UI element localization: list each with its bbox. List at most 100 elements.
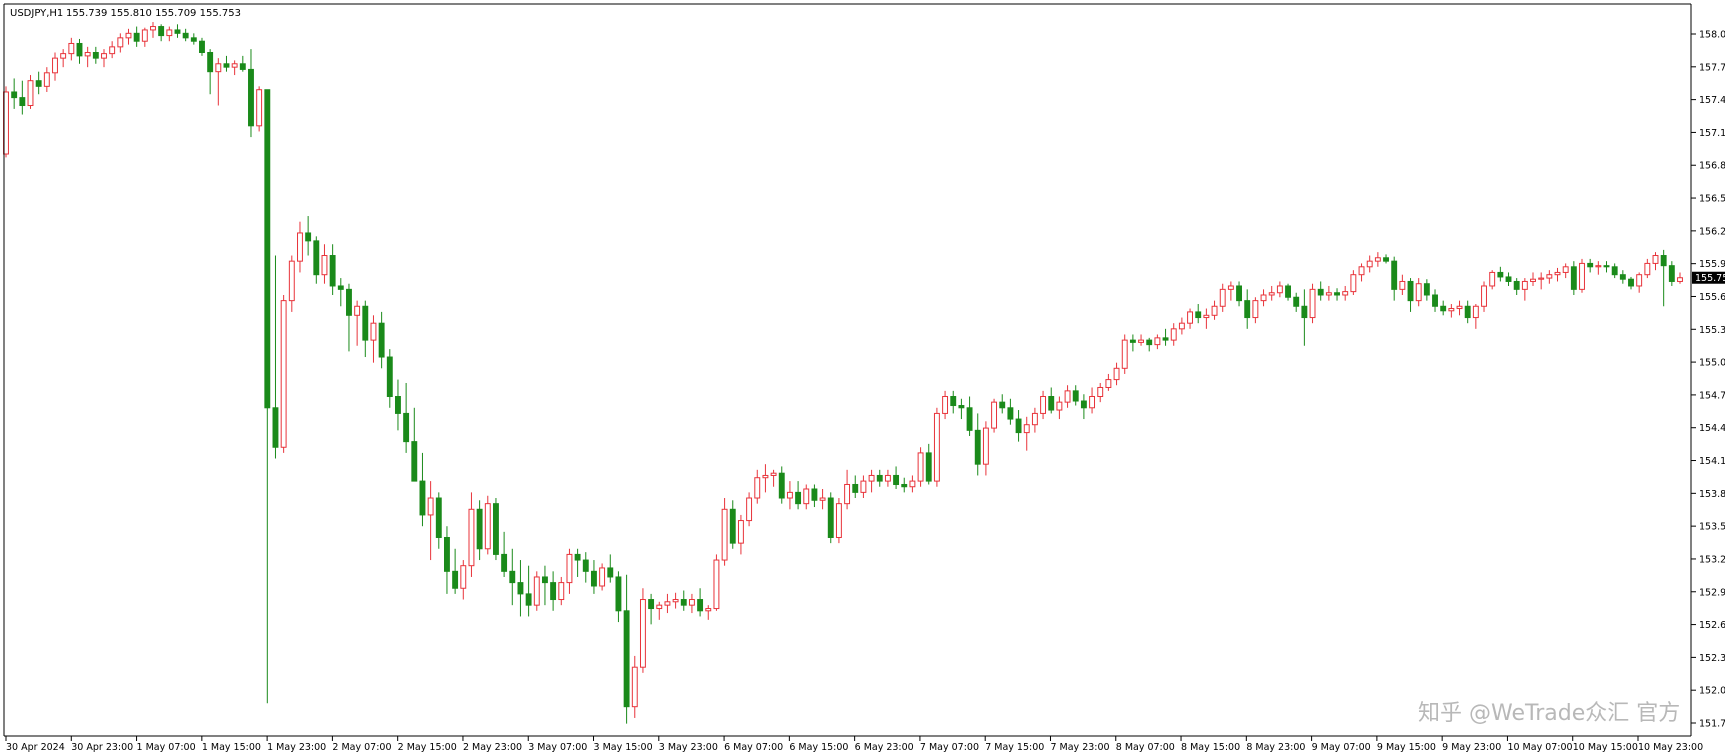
bear-candle[interactable]: [1660, 255, 1667, 267]
bear-candle[interactable]: [378, 322, 385, 358]
bear-candle[interactable]: [958, 405, 965, 409]
bear-candle[interactable]: [541, 576, 548, 584]
bear-candle[interactable]: [190, 37, 197, 42]
bull-candle[interactable]: [1105, 379, 1112, 388]
bull-candle[interactable]: [942, 396, 949, 414]
bull-candle[interactable]: [835, 503, 842, 538]
bear-candle[interactable]: [1146, 339, 1153, 346]
bull-candle[interactable]: [1203, 314, 1210, 319]
bull-candle[interactable]: [770, 472, 777, 476]
bear-candle[interactable]: [174, 29, 181, 34]
bear-candle[interactable]: [901, 483, 908, 488]
bull-candle[interactable]: [1089, 396, 1096, 409]
bull-candle[interactable]: [991, 401, 998, 429]
bull-candle[interactable]: [1325, 292, 1332, 296]
bull-candle[interactable]: [868, 474, 875, 482]
bull-candle[interactable]: [860, 480, 867, 493]
bull-candle[interactable]: [1644, 262, 1651, 276]
bull-candle[interactable]: [1481, 285, 1487, 307]
bull-candle[interactable]: [215, 63, 222, 73]
bull-candle[interactable]: [819, 497, 826, 501]
bear-candle[interactable]: [1668, 265, 1675, 282]
bear-candle[interactable]: [1407, 280, 1414, 302]
bear-candle[interactable]: [1570, 266, 1577, 290]
bear-candle[interactable]: [811, 488, 818, 501]
bear-candle[interactable]: [1432, 294, 1438, 307]
bull-candle[interactable]: [803, 488, 810, 505]
bull-candle[interactable]: [599, 567, 606, 587]
bear-candle[interactable]: [264, 89, 271, 409]
bull-candle[interactable]: [1530, 278, 1536, 282]
bull-candle[interactable]: [1472, 305, 1479, 319]
bull-candle[interactable]: [639, 599, 646, 668]
bear-candle[interactable]: [582, 559, 589, 572]
bull-candle[interactable]: [460, 565, 467, 589]
bear-candle[interactable]: [1603, 265, 1610, 268]
bear-candle[interactable]: [248, 68, 254, 127]
bear-candle[interactable]: [92, 51, 99, 59]
bear-candle[interactable]: [525, 593, 532, 606]
bull-candle[interactable]: [705, 608, 712, 612]
bull-candle[interactable]: [631, 666, 638, 708]
bull-candle[interactable]: [1521, 280, 1528, 290]
bull-candle[interactable]: [1268, 292, 1275, 296]
bull-candle[interactable]: [1031, 412, 1038, 426]
bear-candle[interactable]: [1317, 288, 1324, 296]
bear-candle[interactable]: [411, 441, 418, 482]
bull-candle[interactable]: [117, 37, 124, 48]
bear-candle[interactable]: [395, 396, 401, 414]
bear-candle[interactable]: [974, 429, 981, 465]
bear-candle[interactable]: [950, 396, 957, 407]
bull-candle[interactable]: [288, 260, 295, 302]
bear-candle[interactable]: [199, 40, 205, 53]
bull-candle[interactable]: [84, 51, 91, 57]
bull-candle[interactable]: [468, 508, 475, 567]
bear-candle[interactable]: [1497, 271, 1504, 278]
bull-candle[interactable]: [754, 477, 761, 499]
bear-candle[interactable]: [386, 356, 393, 398]
bull-candle[interactable]: [533, 576, 540, 606]
bear-candle[interactable]: [1440, 305, 1447, 312]
bull-candle[interactable]: [1154, 337, 1161, 346]
bull-candle[interactable]: [1554, 271, 1561, 276]
bull-candle[interactable]: [1546, 274, 1553, 279]
bear-candle[interactable]: [1244, 300, 1251, 319]
bull-candle[interactable]: [746, 497, 753, 522]
bull-candle[interactable]: [150, 26, 156, 31]
bull-candle[interactable]: [27, 80, 34, 107]
bull-candle[interactable]: [321, 255, 328, 276]
bull-candle[interactable]: [484, 503, 491, 550]
bull-candle[interactable]: [280, 300, 287, 448]
bull-candle[interactable]: [427, 497, 434, 516]
bull-candle[interactable]: [231, 63, 238, 68]
bear-candle[interactable]: [272, 407, 279, 448]
bear-candle[interactable]: [158, 26, 165, 37]
bear-candle[interactable]: [1301, 305, 1308, 319]
bear-candle[interactable]: [615, 576, 622, 612]
bull-candle[interactable]: [1064, 390, 1071, 403]
bull-candle[interactable]: [68, 42, 75, 55]
bull-candle[interactable]: [1366, 260, 1373, 268]
bear-candle[interactable]: [852, 483, 859, 493]
bear-candle[interactable]: [1015, 418, 1022, 434]
bear-candle[interactable]: [133, 32, 140, 42]
bull-candle[interactable]: [713, 559, 720, 610]
bear-candle[interactable]: [207, 51, 214, 73]
bull-candle[interactable]: [1227, 285, 1234, 290]
bull-candle[interactable]: [1260, 294, 1267, 302]
bull-candle[interactable]: [1211, 305, 1218, 316]
bull-candle[interactable]: [786, 491, 793, 499]
bull-candle[interactable]: [1448, 308, 1455, 312]
bull-candle[interactable]: [354, 305, 361, 316]
bear-candle[interactable]: [1383, 257, 1389, 262]
bull-candle[interactable]: [101, 53, 107, 59]
bear-candle[interactable]: [452, 570, 459, 589]
bear-candle[interactable]: [11, 91, 18, 99]
bear-candle[interactable]: [1391, 260, 1398, 290]
bull-candle[interactable]: [762, 474, 769, 479]
bear-candle[interactable]: [182, 32, 189, 39]
bull-candle[interactable]: [1358, 266, 1365, 276]
bull-candle[interactable]: [1219, 288, 1226, 307]
bull-candle[interactable]: [166, 29, 173, 37]
